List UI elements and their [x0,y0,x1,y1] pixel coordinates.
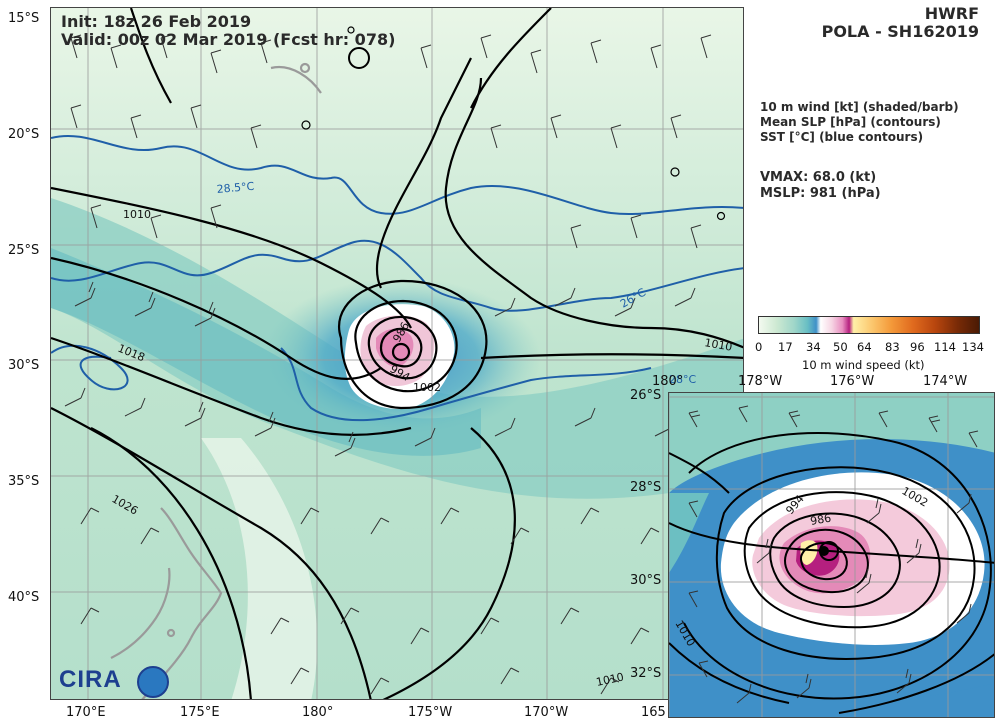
lon-label: 170°E [66,705,106,720]
lat-label: 40°S [8,590,40,605]
inset-isobars [669,432,994,714]
storm-name: POLA - SH162019 [821,22,979,41]
isobar-label-1010a: 1010 [123,208,151,221]
field-legend: 10 m wind [kt] (shaded/barb) Mean SLP [h… [760,100,959,145]
inset-wind-calm-top [669,393,994,493]
inset-map: 1002 994 986 1010 [668,392,995,718]
init-time: Init: 18z 26 Feb 2019 [61,12,252,31]
colorbar-tick: 50 [833,340,848,354]
valid-time: Valid: 00z 02 Mar 2019 (Fcst hr: 078) [61,30,396,49]
sst-contours [51,134,743,422]
sst-label-28: 28°C [669,373,696,386]
island-markers [301,26,726,221]
inset-lat-label: 30°S [630,573,662,588]
ramm-globe-icon [137,666,169,698]
colorbar-tick: 0 [755,340,763,354]
main-map: 1010 1018 1026 1002 986 994 1010 1010 28… [50,7,744,700]
colorbar-tick: 114 [934,340,956,354]
inset-lon-label: 180° [652,374,684,389]
vmax-value: VMAX: 68.0 (kt) [760,170,877,185]
inset-wind-band-left [669,493,709,573]
colorbar-tick: 134 [962,340,984,354]
inset-wind-band-bottom [669,643,994,717]
inset-wind-barbs [688,405,979,704]
inset-lon-label: 174°W [923,374,968,389]
main-map-canvas: 1010 1018 1026 1002 986 994 1010 1010 28… [51,8,743,699]
colorbar-label: 10 m wind speed (kt) [802,358,925,372]
lon-label: 170°W [524,705,569,720]
lat-label: 15°S [8,11,40,26]
inset-map-canvas: 1002 994 986 1010 [669,393,994,717]
isobar-label-1010c: 1010 [595,670,625,689]
isobar-label-1002: 1002 [413,381,441,394]
inset-lat-label: 26°S [630,388,662,403]
legend-sst: SST [°C] (blue contours) [760,130,924,144]
cira-logo: CIRA [59,666,169,698]
inset-lat-label: 28°S [630,480,662,495]
storm-center-marker [819,546,829,556]
colorbar-tick: 83 [885,340,900,354]
legend-slp: Mean SLP [hPa] (contours) [760,115,941,129]
colorbar-tick: 96 [910,340,925,354]
inset-lon-label: 178°W [738,374,783,389]
sst-label-28-5: 28.5°C [216,180,255,196]
slp-isobars [51,8,743,699]
lon-label: 175°W [408,705,453,720]
mslp-value: MSLP: 981 (hPa) [760,186,881,201]
lon-label: 175°E [180,705,220,720]
colorbar-tick: 17 [778,340,793,354]
lat-label: 20°S [8,127,40,142]
lon-label: 180° [302,705,334,720]
legend-wind: 10 m wind [kt] (shaded/barb) [760,100,959,114]
cira-logo-text: CIRA [59,666,122,693]
colorbar-tick: 64 [857,340,872,354]
lat-label: 35°S [8,474,40,489]
wind-shading-band [51,198,743,499]
inset-lon-label: 176°W [830,374,875,389]
wind-calm-patch [201,438,318,699]
wind-colorbar [758,316,980,334]
storm-stats: VMAX: 68.0 (kt) MSLP: 981 (hPa) [760,170,881,202]
isobar-label-1010b: 1010 [703,336,733,354]
model-name: HWRF [924,4,979,23]
inset-lat-label: 32°S [630,666,662,681]
inset-core-peak [800,540,818,565]
lat-label: 30°S [8,358,40,373]
lon-label: 165 [641,705,666,720]
lat-label: 25°S [8,243,40,258]
colorbar-tick: 34 [806,340,821,354]
inset-isobar-label-986: 986 [809,512,832,528]
